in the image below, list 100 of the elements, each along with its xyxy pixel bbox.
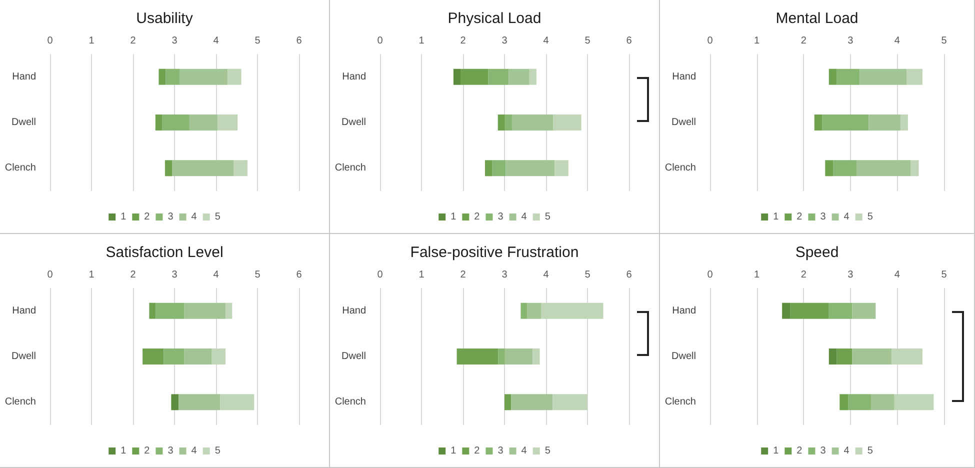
x-tick-label: 1 — [418, 270, 425, 280]
y-tick-label: Hand — [342, 71, 366, 82]
bar — [184, 302, 226, 319]
bar — [504, 348, 533, 364]
bar — [484, 160, 492, 176]
x-tick-label: 1 — [754, 36, 760, 46]
bar — [504, 114, 512, 130]
y-tick-label: Hand — [342, 305, 366, 316]
bar — [171, 394, 179, 410]
y-tick-label: Dwell — [672, 351, 696, 362]
bar — [852, 348, 892, 364]
bar — [212, 348, 226, 364]
bar — [552, 394, 588, 410]
bar — [155, 114, 162, 130]
y-tick-label: Hand — [672, 71, 696, 82]
x-tick-label: 3 — [502, 36, 508, 46]
bar — [828, 348, 837, 364]
legend-label: 4 — [191, 212, 198, 222]
bar — [828, 302, 852, 319]
legend-label: 4 — [844, 446, 850, 456]
legend-label: 4 — [521, 446, 528, 456]
bar — [828, 68, 837, 85]
legend-label: 2 — [474, 446, 480, 456]
x-tick-label: 5 — [584, 36, 591, 46]
bar — [226, 302, 232, 319]
legend-label: 2 — [474, 212, 480, 222]
x-tick-label: 2 — [800, 270, 807, 280]
x-tick-label: 4 — [213, 36, 220, 46]
bar — [488, 68, 509, 85]
legend-label: 2 — [796, 212, 803, 222]
y-tick-label: Clench — [4, 162, 36, 174]
bar — [512, 114, 554, 130]
legend-label: 1 — [773, 212, 780, 222]
y-tick-label: Clench — [664, 396, 696, 408]
x-tick-label: 3 — [848, 36, 854, 46]
bar — [527, 302, 542, 319]
x-tick-label: 2 — [460, 270, 466, 280]
x-tick-label: 4 — [543, 270, 550, 280]
y-tick-label: Clench — [334, 162, 366, 174]
x-tick-label: 3 — [172, 270, 178, 280]
bar — [142, 348, 164, 364]
x-tick-label: 4 — [543, 36, 550, 46]
y-tick-label: Clench — [664, 162, 696, 174]
bar — [782, 302, 790, 319]
bar — [228, 68, 242, 85]
bar — [856, 160, 911, 176]
y-tick-label: Clench — [4, 396, 36, 408]
bar — [906, 68, 922, 85]
bar — [511, 394, 553, 410]
bar — [189, 114, 218, 130]
bar — [852, 302, 876, 319]
bar — [456, 348, 498, 364]
bar — [541, 302, 604, 319]
bar — [504, 394, 512, 410]
bar — [172, 160, 234, 176]
x-tick-label: 4 — [894, 270, 900, 280]
x-tick-label: 2 — [130, 36, 136, 46]
bar — [164, 348, 184, 364]
legend-label: 4 — [521, 212, 528, 222]
x-tick-label: 2 — [130, 270, 136, 280]
bar — [508, 68, 530, 85]
x-tick-label: 0 — [47, 36, 54, 46]
chart-title: False-positive Frustration — [410, 244, 579, 261]
x-tick-label: 5 — [254, 36, 261, 46]
x-tick-label: 5 — [254, 270, 261, 280]
chart-title: Physical Load — [448, 10, 542, 27]
legend-label: 5 — [544, 212, 551, 222]
legend-label: 1 — [773, 446, 780, 456]
bar — [179, 68, 228, 85]
bar — [164, 160, 172, 176]
bar — [870, 394, 894, 410]
legend-label: 4 — [191, 446, 198, 456]
y-tick-label: Hand — [672, 305, 696, 316]
bar — [553, 114, 582, 130]
bar — [162, 114, 190, 130]
x-tick-label: 4 — [213, 270, 220, 280]
bar — [149, 302, 156, 319]
bar — [529, 68, 536, 85]
legend-label: 2 — [144, 446, 150, 456]
bar — [218, 114, 238, 130]
bar — [453, 68, 461, 85]
legend-label: 1 — [450, 212, 457, 222]
chart-title: Mental Load — [776, 10, 858, 27]
x-tick-label: 0 — [707, 270, 714, 280]
legend-label: 1 — [120, 446, 127, 456]
bar — [900, 114, 908, 130]
bar — [498, 348, 505, 364]
bar — [790, 302, 829, 319]
legend-label: 3 — [168, 212, 174, 222]
x-tick-label: 1 — [88, 36, 95, 46]
bar — [840, 394, 848, 410]
bar — [836, 348, 852, 364]
bar — [848, 394, 871, 410]
x-tick-label: 6 — [296, 36, 302, 46]
x-tick-label: 5 — [941, 270, 948, 280]
x-tick-label: 1 — [88, 270, 95, 280]
legend-label: 1 — [450, 446, 457, 456]
y-tick-label: Dwell — [12, 351, 36, 362]
bar — [234, 160, 248, 176]
bar — [166, 68, 180, 85]
